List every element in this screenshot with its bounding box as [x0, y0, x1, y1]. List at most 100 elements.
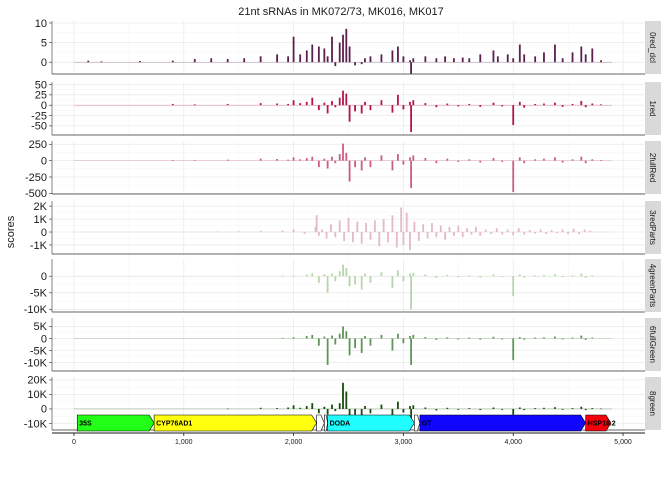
- bar: [243, 58, 246, 63]
- bar: [391, 338, 394, 351]
- bar: [360, 62, 363, 65]
- bar: [397, 270, 399, 277]
- bar: [584, 54, 587, 63]
- bar: [571, 52, 574, 63]
- bar: [311, 403, 314, 409]
- bar: [543, 337, 545, 339]
- bar: [409, 232, 411, 251]
- bar: [171, 103, 174, 106]
- bar: [417, 232, 420, 242]
- bar: [584, 105, 587, 108]
- bar: [354, 160, 356, 168]
- x-tick-label: 2,000: [285, 439, 303, 446]
- gene-feature: [414, 414, 421, 432]
- bar: [554, 157, 556, 161]
- bar: [402, 232, 405, 245]
- panels: 10500red_dcl50250-25-501red2500-250-5002…: [24, 18, 661, 431]
- bar: [534, 408, 537, 409]
- bar: [444, 56, 447, 63]
- bar: [326, 276, 329, 293]
- bar: [369, 160, 372, 168]
- bar: [342, 90, 344, 106]
- bar: [518, 44, 521, 63]
- panel-2fullRed: 250 0 -250 -500 2fullRed: [25, 139, 661, 200]
- bar: [323, 406, 326, 409]
- bar: [345, 93, 348, 106]
- facet-strip: [645, 259, 661, 312]
- y-tick-label: 0: [41, 227, 47, 239]
- y-tick-label: 250: [29, 139, 47, 151]
- bar: [523, 276, 526, 278]
- bar: [338, 403, 341, 409]
- bar: [210, 58, 213, 63]
- bar: [338, 220, 341, 233]
- bar: [311, 44, 314, 63]
- bar: [412, 58, 415, 63]
- bar: [317, 46, 320, 63]
- bar: [369, 56, 372, 63]
- bar: [397, 154, 399, 161]
- bar: [226, 408, 229, 410]
- bar: [457, 276, 460, 278]
- bar: [435, 160, 438, 164]
- bar: [360, 105, 363, 114]
- facet-strip: [645, 201, 661, 254]
- gene-feature: [153, 414, 318, 432]
- bar: [543, 158, 545, 161]
- bar: [299, 159, 302, 161]
- y-tick-label: 25: [35, 90, 47, 102]
- bar: [591, 103, 594, 106]
- bar: [364, 273, 366, 277]
- x-tick-label: 4,000: [504, 439, 522, 446]
- bar: [600, 159, 602, 161]
- bar: [468, 159, 471, 161]
- gene-label: GT: [422, 421, 432, 428]
- bar: [331, 273, 333, 277]
- bar: [591, 159, 594, 161]
- bar: [311, 273, 314, 277]
- bar: [281, 275, 284, 277]
- bar: [323, 336, 326, 339]
- bar: [412, 334, 415, 339]
- bar: [171, 159, 174, 161]
- bar: [410, 62, 412, 74]
- gene-track: 0 1,000 2,000 3,000 4,000 5,000 35S CYP76AD1 DOD…: [52, 414, 645, 446]
- bar: [311, 97, 314, 106]
- bar: [317, 232, 320, 236]
- bar: [457, 225, 460, 233]
- bar: [402, 408, 405, 413]
- bar: [326, 105, 329, 114]
- bar: [193, 160, 196, 161]
- bar: [292, 229, 295, 233]
- bar: [342, 34, 344, 63]
- bar: [571, 337, 574, 339]
- bar: [378, 232, 381, 247]
- bar: [424, 103, 427, 106]
- y-tick-label: 0: [41, 271, 47, 283]
- bar: [364, 406, 366, 409]
- bar: [409, 336, 411, 339]
- bar: [380, 155, 383, 161]
- bar: [360, 338, 363, 353]
- y-tick-label: 10: [35, 18, 47, 30]
- bar: [410, 338, 412, 365]
- bar: [369, 232, 372, 240]
- bar: [444, 232, 447, 240]
- bar: [342, 382, 344, 409]
- bar: [600, 408, 602, 410]
- bar: [410, 408, 412, 420]
- bar: [479, 338, 482, 340]
- bar: [387, 232, 389, 243]
- y-tick-label: 0: [41, 333, 47, 345]
- y-tick-label: -10K: [24, 418, 48, 430]
- bar: [584, 338, 587, 340]
- bar: [354, 62, 356, 66]
- bar: [354, 408, 356, 415]
- bar: [518, 337, 521, 339]
- bar: [424, 56, 427, 63]
- bar: [479, 232, 482, 236]
- bar: [501, 338, 504, 340]
- bar: [495, 228, 498, 233]
